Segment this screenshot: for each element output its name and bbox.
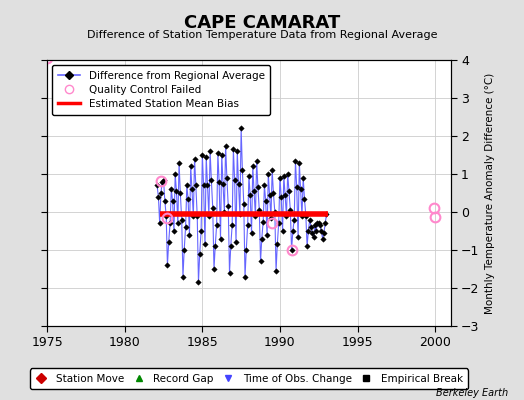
Text: CAPE CAMARAT: CAPE CAMARAT	[184, 14, 340, 32]
Legend: Station Move, Record Gap, Time of Obs. Change, Empirical Break: Station Move, Record Gap, Time of Obs. C…	[30, 368, 468, 389]
Y-axis label: Monthly Temperature Anomaly Difference (°C): Monthly Temperature Anomaly Difference (…	[485, 72, 495, 314]
Text: Berkeley Earth: Berkeley Earth	[436, 388, 508, 398]
Text: Difference of Station Temperature Data from Regional Average: Difference of Station Temperature Data f…	[87, 30, 437, 40]
